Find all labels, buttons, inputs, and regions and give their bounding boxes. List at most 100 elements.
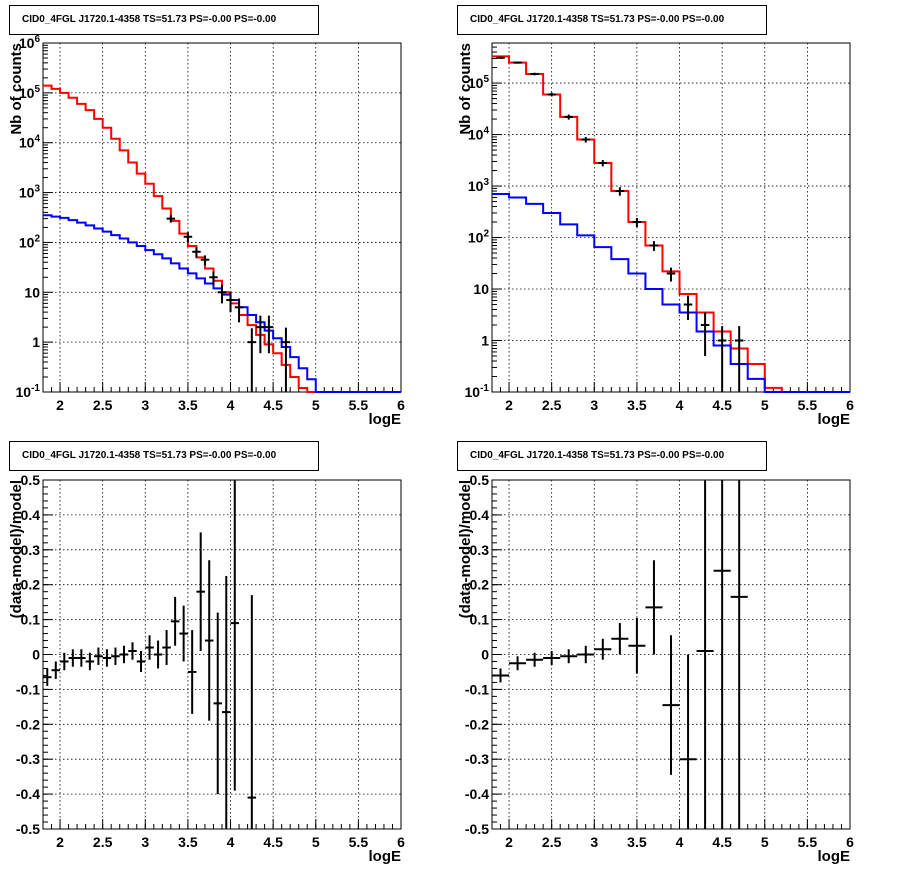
plot-panel-3: 2 2.5 3 3.5 4 4.5 5 5.5 6 -0.5 -0.4 -0.3 -0.2 -0.1 0 0.… (8, 472, 405, 865)
data-point (68, 649, 78, 667)
x-tick-label: 5.5 (798, 397, 818, 413)
x-axis-label: logE (818, 848, 851, 865)
x-tick-label: 4.5 (263, 397, 283, 413)
y-tick-label: 105 (468, 74, 490, 91)
x-tick-label: 4.5 (263, 834, 283, 850)
data-point (200, 255, 210, 266)
data-point (128, 642, 137, 660)
data-point (77, 649, 86, 667)
y-tick-label: 1 (481, 333, 489, 349)
data-point (594, 638, 612, 660)
x-tick-label: 3.5 (178, 397, 198, 413)
x-tick-label: 4 (676, 397, 684, 413)
x-tick-label: 2.5 (93, 834, 113, 850)
y-tick-label: -0.4 (465, 786, 489, 802)
x-tick-label: 4 (676, 834, 684, 850)
data-point (204, 560, 214, 721)
data-point (222, 575, 231, 829)
data-point (645, 560, 663, 655)
y-tick-label: 102 (19, 233, 41, 250)
data-point (230, 480, 240, 791)
x-tick-label: 4 (227, 834, 235, 850)
x-tick-label: 4.5 (712, 397, 732, 413)
y-tick-label: 0.1 (470, 612, 490, 628)
x-tick-label: 2 (505, 397, 513, 413)
x-tick-label: 5.5 (798, 834, 818, 850)
x-tick-label: 6 (846, 834, 854, 850)
y-tick-label: -0.1 (465, 681, 489, 697)
y-tick-label: 0 (481, 647, 489, 663)
histogram-series-1 (43, 84, 401, 393)
y-tick-label: 104 (19, 134, 41, 151)
data-point (513, 61, 522, 64)
y-tick-label: 0.1 (21, 612, 41, 628)
y-tick-label: 0.3 (21, 542, 41, 558)
y-tick-label: -0.5 (465, 821, 489, 837)
x-tick-label: 5.5 (349, 397, 369, 413)
y-tick-label: 0.3 (470, 542, 490, 558)
y-tick-label: -0.1 (16, 681, 40, 697)
data-point (187, 630, 197, 714)
data-point (85, 652, 95, 671)
y-tick-label: -0.4 (16, 786, 40, 802)
data-point (196, 532, 205, 652)
y-tick-label: 0.2 (21, 577, 41, 593)
data-point (700, 312, 710, 357)
y-axis-label: Nb of counts (457, 43, 474, 135)
y-axis-label: (data-model)/model (8, 480, 25, 618)
y-tick-label: -0.3 (16, 751, 40, 767)
data-point (632, 217, 642, 228)
data-point (547, 92, 556, 97)
y-tick-label: 103 (19, 184, 41, 201)
y-tick-label: 10-1 (16, 383, 41, 400)
data-point (649, 241, 659, 251)
data-point (543, 651, 561, 665)
x-tick-label: 5 (312, 397, 320, 413)
y-axis-label: Nb of counts (8, 43, 25, 135)
x-tick-label: 3.5 (178, 834, 198, 850)
data-point (526, 652, 544, 667)
data-point (179, 605, 188, 662)
x-axis-label: logE (369, 848, 402, 865)
y-tick-label: 0.2 (470, 577, 490, 593)
data-point (615, 187, 625, 196)
data-point (209, 271, 218, 286)
data-point (60, 652, 69, 671)
data-point (730, 480, 748, 829)
data-point (492, 668, 510, 683)
data-point (192, 247, 201, 258)
data-point (713, 480, 731, 829)
x-axis-label: logE (369, 411, 402, 428)
y-axis-label: (data-model)/model (457, 480, 474, 618)
x-tick-label: 6 (846, 397, 854, 413)
y-tick-label: -0.5 (16, 821, 40, 837)
y-tick-label: -0.2 (465, 716, 489, 732)
data-point (226, 292, 235, 313)
data-point (145, 635, 154, 660)
data-point (530, 72, 539, 76)
data-point (598, 160, 608, 167)
data-point (170, 596, 180, 646)
y-tick-label: 1 (32, 334, 40, 350)
x-tick-label: 2 (56, 834, 64, 850)
y-tick-label: 10-1 (465, 383, 490, 400)
x-tick-label: 3.5 (627, 397, 647, 413)
x-tick-label: 5 (761, 397, 769, 413)
data-point (43, 668, 52, 686)
data-point (509, 656, 527, 671)
data-point (496, 56, 505, 59)
data-point (247, 595, 257, 829)
y-tick-label: 103 (468, 177, 490, 194)
plot-panel-1: 2 2.5 3 3.5 4 4.5 5 5.5 6 10-1 1 10 102 103 104 105 106 l… (8, 34, 405, 428)
data-point (560, 649, 578, 664)
y-tick-label: 0 (32, 647, 40, 663)
y-tick-label: 10 (24, 284, 40, 300)
plot-frame (42, 42, 402, 393)
data-point (111, 647, 120, 665)
histogram-series-2 (492, 193, 850, 393)
plot-title: CID0_4FGL J1720.1-4358 TS=51.73 PS=-0.00… (9, 441, 319, 471)
data-point (256, 315, 265, 354)
plot-title: CID0_4FGL J1720.1-4358 TS=51.73 PS=-0.00… (457, 441, 767, 471)
x-tick-label: 6 (397, 397, 405, 413)
x-tick-label: 3 (141, 397, 149, 413)
